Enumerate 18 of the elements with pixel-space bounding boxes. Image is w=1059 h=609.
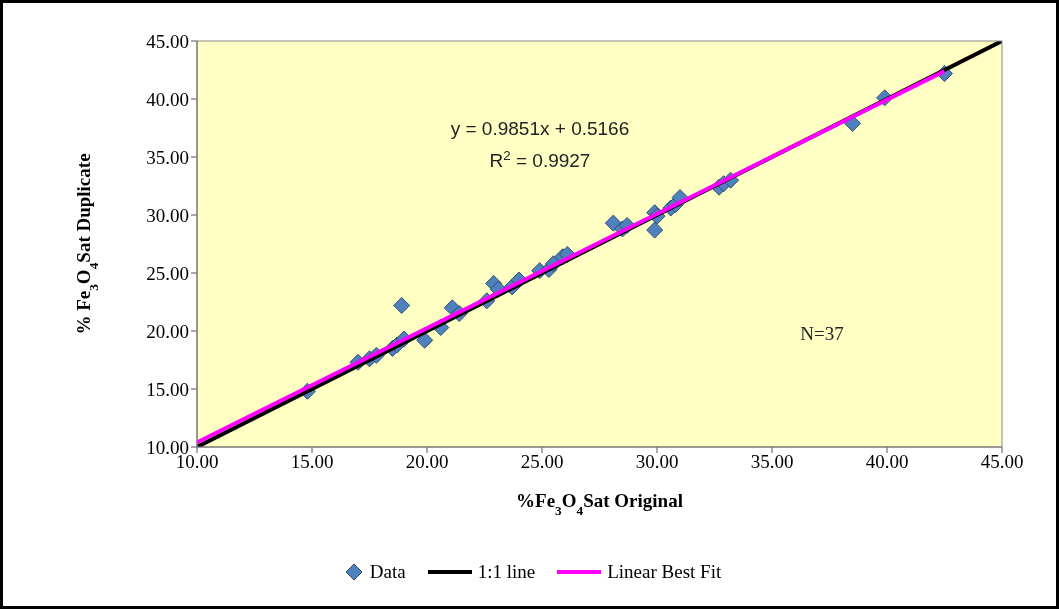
legend-label: 1:1 line: [477, 561, 536, 583]
x-tick-label: 20.00: [405, 451, 449, 473]
x-tick-label: 25.00: [520, 451, 564, 473]
x-tick-label: 15.00: [290, 451, 334, 473]
y-tick-label: 30.00: [146, 204, 189, 226]
x-tick-label: 45.00: [980, 451, 1024, 473]
y-tick-label: 45.00: [146, 30, 189, 52]
y-tick-label: 25.00: [146, 262, 189, 284]
x-axis-title: %Fe$_{3}$O$_{4}$Sat Original: [516, 490, 683, 518]
y-tick-label: 35.00: [146, 146, 189, 168]
y-tick-label: 15.00: [146, 378, 189, 400]
x-tick-label: 30.00: [635, 451, 679, 473]
legend-label: Linear Best Fit: [607, 561, 722, 583]
legend-label: Data: [369, 561, 406, 583]
x-tick-label: 35.00: [750, 451, 794, 473]
x-tick-label: 40.00: [865, 451, 909, 473]
y-tick-label: 20.00: [146, 320, 189, 342]
y-tick-label: 40.00: [146, 88, 189, 110]
